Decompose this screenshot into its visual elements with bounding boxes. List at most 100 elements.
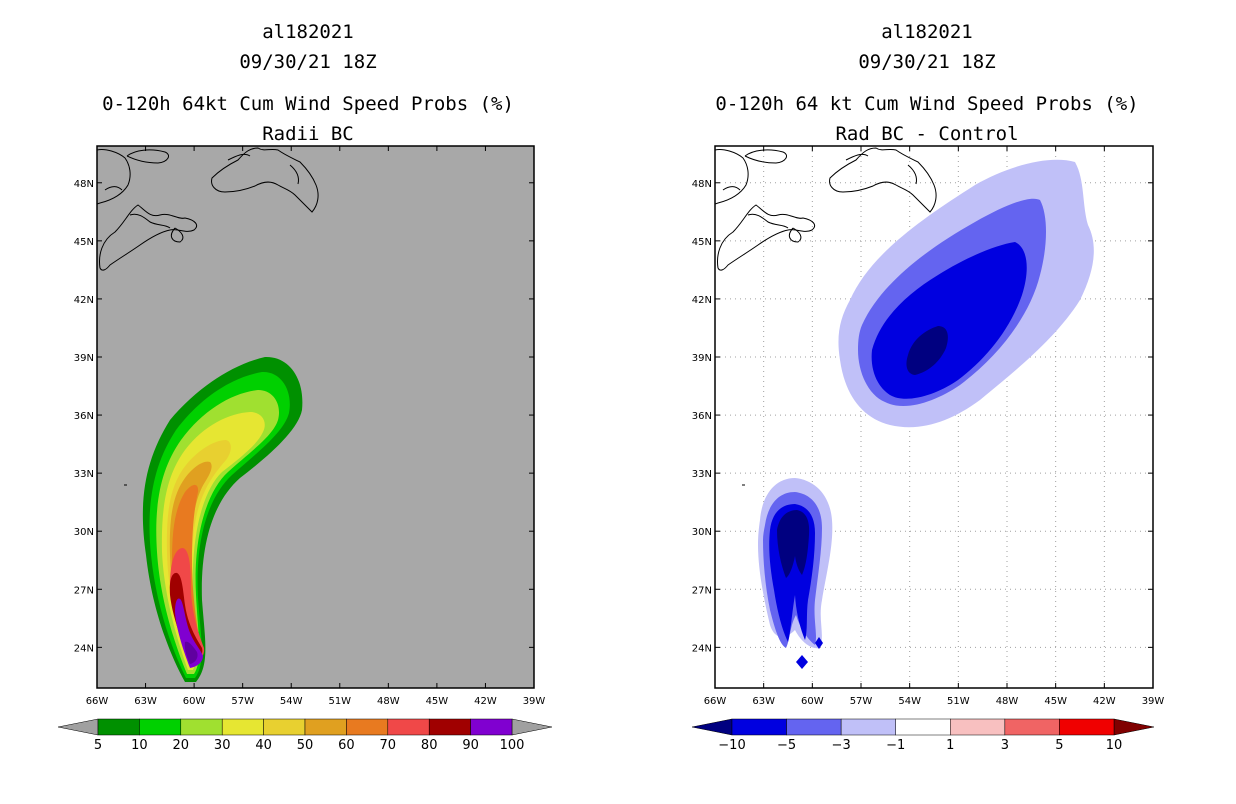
y-tick-label: 48N <box>74 179 94 190</box>
colorbar-swatch <box>840 718 896 736</box>
y-tick-label: 45N <box>692 237 712 248</box>
left-colorbar: 5 10 20 30 40 50 60 70 80 90 100 <box>57 718 553 753</box>
colorbar-swatch <box>180 718 223 736</box>
contour-100 <box>184 641 198 664</box>
diff-diamond-b <box>815 637 823 649</box>
colorbar-low-arrow <box>691 718 733 736</box>
right-colorbar: −10 −5 −3 −1 1 3 5 10 <box>691 718 1155 753</box>
y-tick-label: 39N <box>74 353 94 364</box>
colorbar-label: −3 <box>832 738 851 753</box>
y-tick-label: 33N <box>692 469 712 480</box>
colorbar-swatch <box>1004 718 1060 736</box>
x-tick-label: 54W <box>898 696 921 707</box>
colorbar-label: 70 <box>380 738 397 753</box>
colorbar-high-arrow <box>1113 718 1155 736</box>
colorbar-swatch <box>731 718 787 736</box>
x-tick-label: 48W <box>377 696 400 707</box>
y-tick-label: 30N <box>74 527 94 538</box>
right-plot-frame <box>714 145 1154 689</box>
right-panel: al182021 09/30/21 18Z 0-120h 64 kt Cum W… <box>692 21 1165 753</box>
right-subtitle: Rad BC - Control <box>835 123 1018 145</box>
y-tick-label: 36N <box>692 411 712 422</box>
colorbar-swatch <box>428 718 471 736</box>
colorbar-swatch <box>1059 718 1115 736</box>
left-x-axis: 66W 63W 60W 57W 54W 51W 48W 45W 42W 39W <box>86 146 546 707</box>
colorbar-label: 1 <box>946 738 954 753</box>
x-tick-label: 60W <box>183 696 206 707</box>
x-tick-label: 48W <box>996 696 1019 707</box>
y-tick-label: 48N <box>692 179 712 190</box>
colorbar-label: 3 <box>1001 738 1009 753</box>
colorbar-label: 30 <box>214 738 231 753</box>
x-tick-label: 42W <box>474 696 497 707</box>
contour-80 <box>169 572 203 662</box>
colorbar-label: 80 <box>421 738 438 753</box>
x-tick-label: 66W <box>86 696 109 707</box>
colorbar-label: 100 <box>500 738 525 753</box>
colorbar-swatch <box>139 718 182 736</box>
colorbar-swatch <box>346 718 389 736</box>
diff-diamond-a <box>796 655 808 669</box>
x-tick-label: 45W <box>1044 696 1067 707</box>
y-tick-label: 27N <box>74 585 94 596</box>
left-probability-contours <box>97 147 319 682</box>
diff-band-minus10-south <box>777 510 810 578</box>
y-tick-label: 33N <box>74 469 94 480</box>
colorbar-swatch <box>221 718 264 736</box>
colorbar-label: 20 <box>173 738 190 753</box>
left-panel: al182021 09/30/21 18Z 0-120h 64kt Cum Wi… <box>57 21 553 753</box>
x-tick-label: 66W <box>704 696 727 707</box>
right-x-axis: 66W 63W 60W 57W 54W 51W 48W 45W 42W 39W <box>704 146 1165 707</box>
right-y-axis: 24N 27N 30N 33N 36N 39N 42N 45N 48N <box>692 179 1153 654</box>
left-plot-frame <box>96 145 535 689</box>
colorbar-swatch <box>786 718 842 736</box>
y-tick-label: 30N <box>692 527 712 538</box>
right-difference-contours <box>715 147 1094 669</box>
colorbar-label: 5 <box>94 738 102 753</box>
x-tick-label: 63W <box>134 696 157 707</box>
left-y-axis: 24N 27N 30N 33N 36N 39N 42N 45N 48N <box>74 179 534 654</box>
x-tick-label: 57W <box>231 696 254 707</box>
diff-band-minus10 <box>906 326 948 375</box>
x-tick-label: 45W <box>426 696 449 707</box>
colorbar-label: 10 <box>131 738 148 753</box>
colorbar-swatch <box>387 718 430 736</box>
x-tick-label: 42W <box>1093 696 1116 707</box>
x-tick-label: 39W <box>523 696 546 707</box>
colorbar-label: 50 <box>297 738 314 753</box>
y-tick-label: 27N <box>692 585 712 596</box>
right-title: 0-120h 64 kt Cum Wind Speed Probs (%) <box>715 93 1138 115</box>
x-tick-label: 60W <box>801 696 824 707</box>
left-coastline <box>97 147 319 486</box>
y-tick-label: 39N <box>692 353 712 364</box>
colorbar-label: 90 <box>462 738 479 753</box>
colorbar-low-arrow <box>57 718 99 736</box>
colorbar-label: −1 <box>886 738 905 753</box>
right-date: 09/30/21 18Z <box>858 51 995 73</box>
colorbar-swatch <box>470 718 513 736</box>
x-tick-label: 63W <box>752 696 775 707</box>
colorbar-label: −10 <box>718 738 745 753</box>
colorbar-swatch <box>895 718 951 736</box>
colorbar-label: −5 <box>777 738 796 753</box>
y-tick-label: 45N <box>74 237 94 248</box>
colorbar-swatch <box>97 718 140 736</box>
x-tick-label: 51W <box>947 696 970 707</box>
colorbar-label: 40 <box>255 738 272 753</box>
x-tick-label: 57W <box>850 696 873 707</box>
colorbar-label: 10 <box>1106 738 1123 753</box>
x-tick-label: 54W <box>280 696 303 707</box>
left-title: 0-120h 64kt Cum Wind Speed Probs (%) <box>102 93 514 115</box>
left-storm-id: al182021 <box>262 21 354 43</box>
left-date: 09/30/21 18Z <box>239 51 376 73</box>
colorbar-label: 5 <box>1055 738 1063 753</box>
right-coastline <box>715 147 937 486</box>
y-tick-label: 36N <box>74 411 94 422</box>
y-tick-label: 24N <box>74 643 94 654</box>
x-tick-label: 39W <box>1142 696 1165 707</box>
right-storm-id: al182021 <box>881 21 973 43</box>
colorbar-swatch <box>950 718 1006 736</box>
colorbar-swatch <box>304 718 347 736</box>
y-tick-label: 24N <box>692 643 712 654</box>
